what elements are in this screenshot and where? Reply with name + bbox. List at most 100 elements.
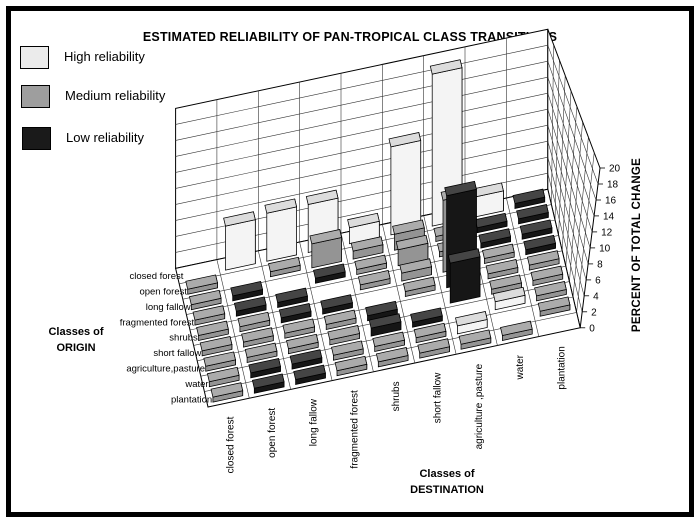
destination-label: closed forest — [226, 416, 237, 473]
destination-label: short fallow — [432, 372, 443, 423]
origin-label: shrubs — [169, 333, 198, 344]
bar-plantation-to-closed-forest — [210, 382, 244, 403]
bar-long-fallow-to-plantation — [519, 219, 553, 240]
z-tick-label: 18 — [607, 180, 619, 191]
bar-open-forest-to-long-fallow — [268, 256, 301, 278]
bar-agriculture-pasture-to-fragmented-forest — [327, 325, 361, 346]
origin-axis-labels: closed forest open forest long fallow fragm… — [120, 271, 212, 405]
bar-top — [455, 311, 488, 327]
bar-top — [241, 327, 274, 343]
bar-top — [375, 347, 409, 363]
bar-shrubs-to-long-fallow — [278, 303, 312, 324]
bar-top — [233, 296, 267, 312]
destination-axis-labels: closed forest open forest long fallow fragm… — [226, 346, 568, 473]
bar-top — [402, 276, 436, 292]
bar-top — [244, 342, 278, 358]
bar-top — [523, 234, 556, 251]
origin-label: water — [184, 379, 208, 390]
bar-top — [526, 250, 560, 266]
legend-label-low: Low reliability — [66, 130, 145, 145]
bar-top — [478, 228, 512, 244]
bar-open-forest-to-closed-forest — [185, 274, 218, 295]
origin-label: short fallow — [153, 348, 201, 359]
bar-long-fallow-to-closed-forest — [188, 289, 222, 311]
bar-top — [248, 358, 281, 374]
destination-label: fragmented forest — [350, 390, 361, 469]
destination-label: water — [515, 354, 526, 380]
bar-top — [500, 320, 533, 336]
bar-open-forest-to-shrubs — [350, 236, 384, 260]
bar-closed-forest-to-long-fallow — [264, 198, 298, 262]
bar-open-forest-to-plantation — [516, 204, 549, 225]
bar-top — [203, 351, 236, 367]
bar-closed-forest-to-open-forest — [223, 211, 256, 271]
bar-long-fallow-to-shrubs — [354, 254, 387, 275]
bar-top — [354, 254, 387, 270]
bar-agriculture-pasture-to-open-forest — [244, 342, 278, 363]
bar-fragmented-forest-to-water — [482, 243, 515, 264]
bar-short-fallow-to-agriculture-pasture — [447, 248, 481, 304]
bar-short-fallow-to-fragmented-forest — [323, 309, 357, 330]
bar-fragmented-forest-to-open-forest — [233, 296, 267, 317]
bar-top — [206, 366, 240, 383]
z-tick-label: 0 — [589, 323, 595, 334]
bar-top — [237, 311, 271, 328]
bar-top — [485, 259, 519, 275]
origin-axis-title: Classes of ORIGIN — [48, 326, 104, 354]
bar-top — [196, 320, 229, 336]
bar-plantation-to-agriculture-pasture — [458, 329, 492, 350]
destination-label: agriculture ,pasture — [474, 363, 485, 449]
bar-short-fallow-to-open-forest — [241, 327, 274, 348]
bar-top — [323, 309, 357, 325]
bar-short-fallow-to-closed-forest — [199, 336, 233, 357]
bar-top — [534, 281, 567, 297]
bar-top — [313, 263, 346, 279]
bar-agriculture-pasture-to-long-fallow — [286, 333, 319, 355]
bar-top — [388, 132, 422, 148]
bar-long-fallow-to-short-fallow — [395, 234, 429, 267]
z-tick-label: 20 — [609, 164, 621, 175]
bar-top — [512, 188, 546, 204]
bar-plantation-to-shrubs — [375, 347, 409, 368]
bar-top — [399, 258, 432, 274]
bar-short-fallow-to-long-fallow — [282, 318, 316, 339]
legend-label-high: High reliability — [64, 49, 145, 64]
bar-top — [537, 296, 571, 312]
bar-water-to-fragmented-forest — [331, 340, 364, 361]
bar-plantation-to-short-fallow — [417, 338, 450, 359]
bar-top — [286, 333, 319, 350]
bar-top — [289, 349, 323, 365]
destination-label: plantation — [557, 346, 568, 389]
bar-shrubs-to-short-fallow — [402, 276, 436, 297]
bar-top — [357, 270, 391, 286]
bar-agriculture-pasture-to-shrubs — [368, 313, 402, 337]
bar-shrubs-to-fragmented-forest — [320, 294, 353, 315]
medium-reliability-swatch — [21, 85, 50, 108]
bar-top — [199, 336, 233, 352]
bar-short-fallow-to-shrubs — [365, 300, 398, 322]
z-tick-label: 8 — [597, 259, 603, 270]
bar-top — [519, 219, 553, 235]
bar-fragmented-forest-to-closed-forest — [192, 305, 226, 326]
bar-top — [395, 234, 429, 251]
bar-top — [282, 318, 316, 334]
bar-water-to-plantation — [537, 296, 571, 317]
bar-closed-forest-to-shrubs — [347, 212, 380, 245]
bar-front — [390, 140, 422, 236]
destination-label: long fallow — [308, 398, 319, 446]
z-tick-label: 14 — [603, 211, 615, 222]
destination-axis-title: Classes of DESTINATION — [410, 468, 484, 496]
bar-water-to-closed-forest — [206, 366, 240, 388]
bar-fragmented-forest-to-short-fallow — [399, 258, 432, 282]
bar-long-fallow-to-open-forest — [230, 281, 263, 302]
bar-top — [293, 364, 326, 380]
bar-plantation-to-long-fallow — [293, 364, 326, 385]
bars — [185, 59, 571, 403]
bar-top — [268, 256, 301, 273]
bar-top — [331, 340, 364, 356]
bar-top — [210, 382, 244, 398]
bar-top — [530, 265, 564, 281]
bar-top — [230, 281, 263, 297]
